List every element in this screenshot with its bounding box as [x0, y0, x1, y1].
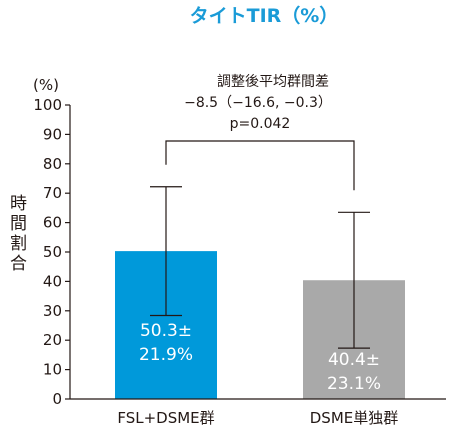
y-tick-label: 100	[33, 96, 62, 114]
annotation-p-value: p=0.042	[230, 116, 291, 132]
y-tick-label: 60	[43, 214, 62, 232]
bar-data-label: 40.4±	[328, 350, 380, 370]
significance-bracket	[165, 140, 355, 191]
y-tick-label: 90	[43, 125, 62, 143]
y-tick-label: 80	[43, 155, 62, 173]
y-axis-label: 時 間 割 合	[10, 194, 32, 274]
bar-data-label: 23.1%	[327, 374, 381, 394]
bars	[115, 251, 405, 399]
y-tick-label: 40	[43, 272, 62, 290]
y-tick-label: 10	[43, 361, 62, 379]
x-category-label: DSME単独群	[310, 409, 399, 427]
annotation-title: 調整後平均群間差	[217, 74, 329, 90]
error-bars	[150, 186, 370, 349]
chart-title: タイトTIR（%）	[190, 4, 339, 27]
bar-labels: 50.3± 21.9% 40.4± 23.1%	[139, 321, 381, 394]
y-axis-unit: (%)	[33, 76, 59, 94]
y-tick-label: 0	[52, 390, 62, 408]
y-tick-label: 20	[43, 331, 62, 349]
y-tick-label: 70	[43, 184, 62, 202]
bar-data-label: 50.3±	[140, 321, 192, 341]
bar-data-label: 21.9%	[139, 345, 193, 365]
annotation-difference: −8.5（−16.6, −0.3）	[184, 95, 332, 111]
x-category-label: FSL+DSME群	[117, 409, 214, 427]
y-tick-label: 30	[43, 302, 62, 320]
y-axis-ticks: 0 10 20 30 40 50 60 70 80 90 100	[33, 96, 70, 408]
y-tick-label: 50	[43, 243, 62, 261]
x-axis-categories: FSL+DSME群 DSME単独群	[117, 409, 398, 427]
